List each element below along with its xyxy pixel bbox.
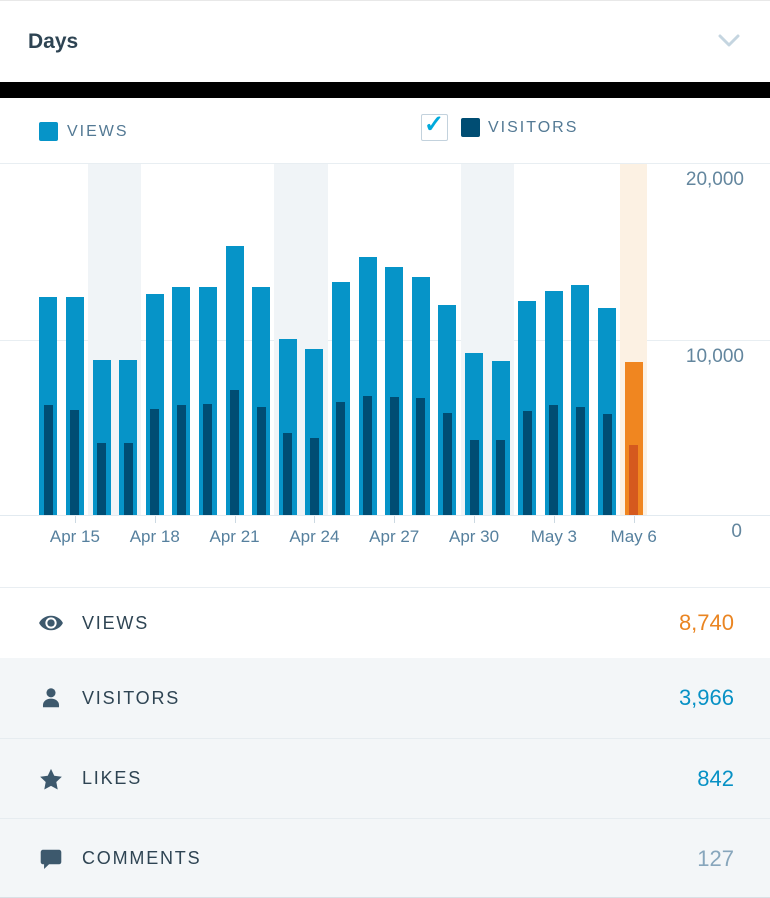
chart-bar-slot[interactable]: [620, 164, 647, 515]
person-icon: [38, 685, 64, 711]
x-axis-tick: [394, 516, 396, 523]
legend-item-views: VIEWS: [39, 122, 129, 141]
x-axis-tick: [154, 516, 156, 523]
x-axis-label: Apr 18: [129, 527, 180, 546]
chart-bar-slot[interactable]: [381, 164, 408, 515]
checkmark-icon: ✓: [424, 111, 445, 138]
chart-bar-slot[interactable]: [434, 164, 461, 515]
x-axis-tick: [314, 516, 316, 523]
visitors-bar: [176, 405, 186, 515]
summary-row-visitors[interactable]: VISITORS 3,966: [0, 658, 770, 738]
visitors-bar: [230, 390, 240, 515]
x-axis: 0 Apr 15 Apr 18 Apr 21 Apr 24 Apr 27 Apr 30 Ma…: [0, 516, 770, 587]
visitors-bar: [43, 405, 53, 515]
summary-row-views[interactable]: VIEWS 8,740: [0, 587, 770, 658]
visitors-bar: [70, 410, 80, 515]
chart-bar-slot[interactable]: [35, 164, 62, 515]
visitors-bar: [363, 396, 373, 515]
chart-bar-slot[interactable]: [114, 164, 142, 515]
summary-value: 127: [697, 845, 734, 871]
y-axis-label-10000: 10,000: [685, 346, 744, 367]
chart-bar-slot[interactable]: [88, 164, 115, 515]
x-axis-label: Apr 21: [209, 527, 260, 546]
visitors-bar: [123, 443, 133, 515]
chart-bar-slot[interactable]: [248, 164, 275, 515]
summary-label: VISITORS: [82, 687, 181, 708]
chart-bar-slot[interactable]: [408, 164, 435, 515]
chart-bar-slot[interactable]: [221, 164, 248, 515]
chart-bar-slot[interactable]: [195, 164, 222, 515]
chart-bar-slot[interactable]: [594, 164, 621, 515]
eye-icon: [38, 610, 64, 636]
summary-label: COMMENTS: [82, 848, 202, 868]
visitors-bar: [150, 409, 160, 515]
summary-row-likes[interactable]: LIKES 842: [0, 738, 770, 818]
chart-bar-slot[interactable]: [168, 164, 195, 515]
visitors-swatch: [461, 118, 480, 137]
x-axis-label: Apr 24: [289, 527, 340, 546]
chart-bar-slot[interactable]: [460, 164, 488, 515]
chart-legend: VIEWS ✓ VISITORS: [0, 98, 770, 164]
summary-value: 842: [697, 765, 734, 791]
summary-label: LIKES: [82, 768, 143, 788]
chart-bar-slot[interactable]: [354, 164, 381, 515]
x-axis-label: Apr 27: [369, 527, 420, 546]
y-axis-label-20000: 20,000: [685, 169, 744, 190]
visitors-bar: [442, 413, 452, 515]
visitors-bar: [203, 404, 213, 515]
x-axis-tick: [474, 516, 476, 523]
chart-bar-slot[interactable]: [541, 164, 568, 515]
chevron-down-icon[interactable]: [718, 34, 740, 48]
comment-icon: [38, 846, 64, 872]
chart-bar-slot[interactable]: [328, 164, 355, 515]
x-axis-tick: [234, 516, 236, 523]
chart-bar-slot[interactable]: [62, 164, 89, 515]
legend-views-label: VIEWS: [67, 122, 129, 140]
x-axis-label: May 3: [530, 527, 578, 546]
visitors-bar: [469, 440, 479, 515]
x-axis-tick: [553, 516, 555, 523]
chart-bar-slot[interactable]: [141, 164, 168, 515]
page-title: Days: [28, 30, 79, 53]
chart-bar-slot[interactable]: [274, 164, 302, 515]
chart-bar-slot[interactable]: [301, 164, 328, 515]
summary-list: VIEWS 8,740 VISITORS 3,966 LIKES 842 COM…: [0, 587, 770, 897]
star-icon: [38, 766, 64, 792]
visitors-bar: [522, 411, 532, 515]
visitors-bar: [602, 414, 612, 515]
legend-item-visitors[interactable]: ✓ VISITORS: [421, 111, 579, 141]
visitors-bar: [496, 440, 506, 515]
chart-bar-slot[interactable]: [567, 164, 594, 515]
summary-value: 8,740: [678, 610, 734, 635]
visitors-bar: [309, 438, 319, 515]
summary-row-comments[interactable]: COMMENTS 127: [0, 818, 770, 897]
visitors-bar: [549, 405, 559, 515]
summary-value: 3,966: [678, 685, 734, 710]
visitors-bar: [629, 445, 639, 515]
visitors-bar: [283, 433, 293, 515]
visitors-bar: [389, 397, 399, 515]
visitors-checkbox[interactable]: ✓: [421, 111, 448, 141]
x-axis-tick: [633, 516, 635, 523]
x-axis-label: Apr 30: [448, 527, 500, 546]
visitors-bar: [336, 402, 346, 515]
gridline-10k: [0, 340, 770, 341]
summary-label: VIEWS: [82, 612, 150, 633]
visitors-bar: [97, 443, 106, 515]
period-selector[interactable]: Days: [0, 1, 770, 82]
chart-bar-slot[interactable]: [487, 164, 514, 515]
divider-bar: [0, 82, 770, 98]
visitors-bar: [416, 398, 426, 515]
visitors-bar: [256, 407, 266, 515]
x-axis-tick: [74, 516, 76, 523]
x-axis-label: Apr 15: [49, 527, 100, 546]
chart-bar-slot[interactable]: [514, 164, 541, 515]
bar-chart: 20,000 10,000: [0, 164, 770, 516]
y-axis-label-0: 0: [731, 521, 742, 542]
visitors-bar: [575, 407, 585, 515]
legend-visitors-label: VISITORS: [488, 118, 579, 136]
views-swatch: [39, 122, 58, 141]
x-axis-label: May 6: [610, 527, 657, 546]
